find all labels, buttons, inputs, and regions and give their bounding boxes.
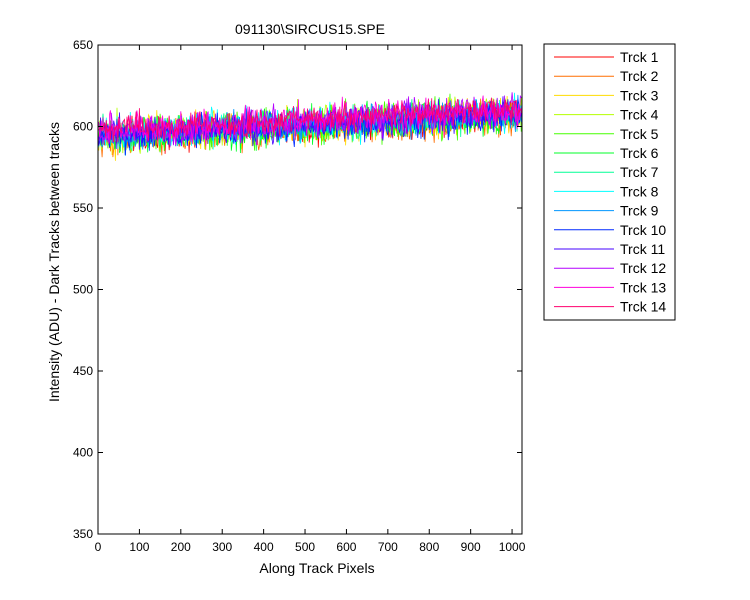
legend-entries: Trck 1 Trck 2 Trck 3 Trck 4 Trck 5 Trck 6 Trck… <box>554 49 666 315</box>
x-tick-label: 700 <box>378 540 398 554</box>
x-tick-label: 500 <box>295 540 315 554</box>
series-line <box>97 96 523 150</box>
y-tick-label: 400 <box>73 446 93 460</box>
legend-label: Trck 5 <box>620 126 659 142</box>
x-tick-label: 800 <box>419 540 439 554</box>
legend-label: Trck 11 <box>620 241 665 257</box>
y-tick-label: 500 <box>73 283 93 297</box>
x-tick-label: 900 <box>461 540 481 554</box>
legend-label: Trck 12 <box>620 260 666 276</box>
legend-label: Trck 13 <box>620 279 666 295</box>
y-tick-label: 650 <box>73 38 93 52</box>
x-tick-label: 600 <box>336 540 356 554</box>
legend-box <box>543 43 676 321</box>
y-axis-label: Intensity (ADU) - Dark Tracks between tr… <box>46 122 62 402</box>
series-line <box>98 97 523 143</box>
legend-label: Trck 1 <box>620 49 659 65</box>
legend-label: Trck 14 <box>620 299 666 315</box>
y-tick-label: 600 <box>73 120 93 134</box>
legend-label: Trck 7 <box>620 164 659 180</box>
chart-title: 091130\SIRCUS15.SPE <box>235 21 385 37</box>
y-tick-label: 550 <box>73 201 93 215</box>
y-tick-label: 450 <box>73 364 93 378</box>
legend-label: Trck 8 <box>620 183 659 199</box>
x-tick-label: 400 <box>254 540 274 554</box>
legend: Trck 1 Trck 2 Trck 3 Trck 4 Trck 5 Trck 6 Trck… <box>543 43 676 321</box>
legend-label: Trck 9 <box>620 203 659 219</box>
x-tick-label: 1000 <box>499 540 526 554</box>
x-tick-label: 300 <box>212 540 232 554</box>
legend-label: Trck 6 <box>620 145 659 161</box>
legend-label: Trck 4 <box>620 107 659 123</box>
legend-label: Trck 10 <box>620 222 666 238</box>
y-tick-label: 350 <box>73 527 93 541</box>
x-tick-label: 0 <box>95 540 102 554</box>
x-axis-ticks: 0 100 200 300 400 500 600 700 800 900 1000 <box>95 45 526 554</box>
series-line <box>97 92 523 148</box>
x-tick-label: 100 <box>129 540 149 554</box>
series-line <box>97 95 523 146</box>
x-axis-label: Along Track Pixels <box>259 560 374 576</box>
legend-label: Trck 3 <box>620 87 659 103</box>
legend-label: Trck 2 <box>620 68 659 84</box>
x-tick-label: 200 <box>171 540 191 554</box>
series-lines <box>97 92 523 161</box>
y-axis-ticks: 350 400 450 500 550 600 650 <box>73 38 522 541</box>
